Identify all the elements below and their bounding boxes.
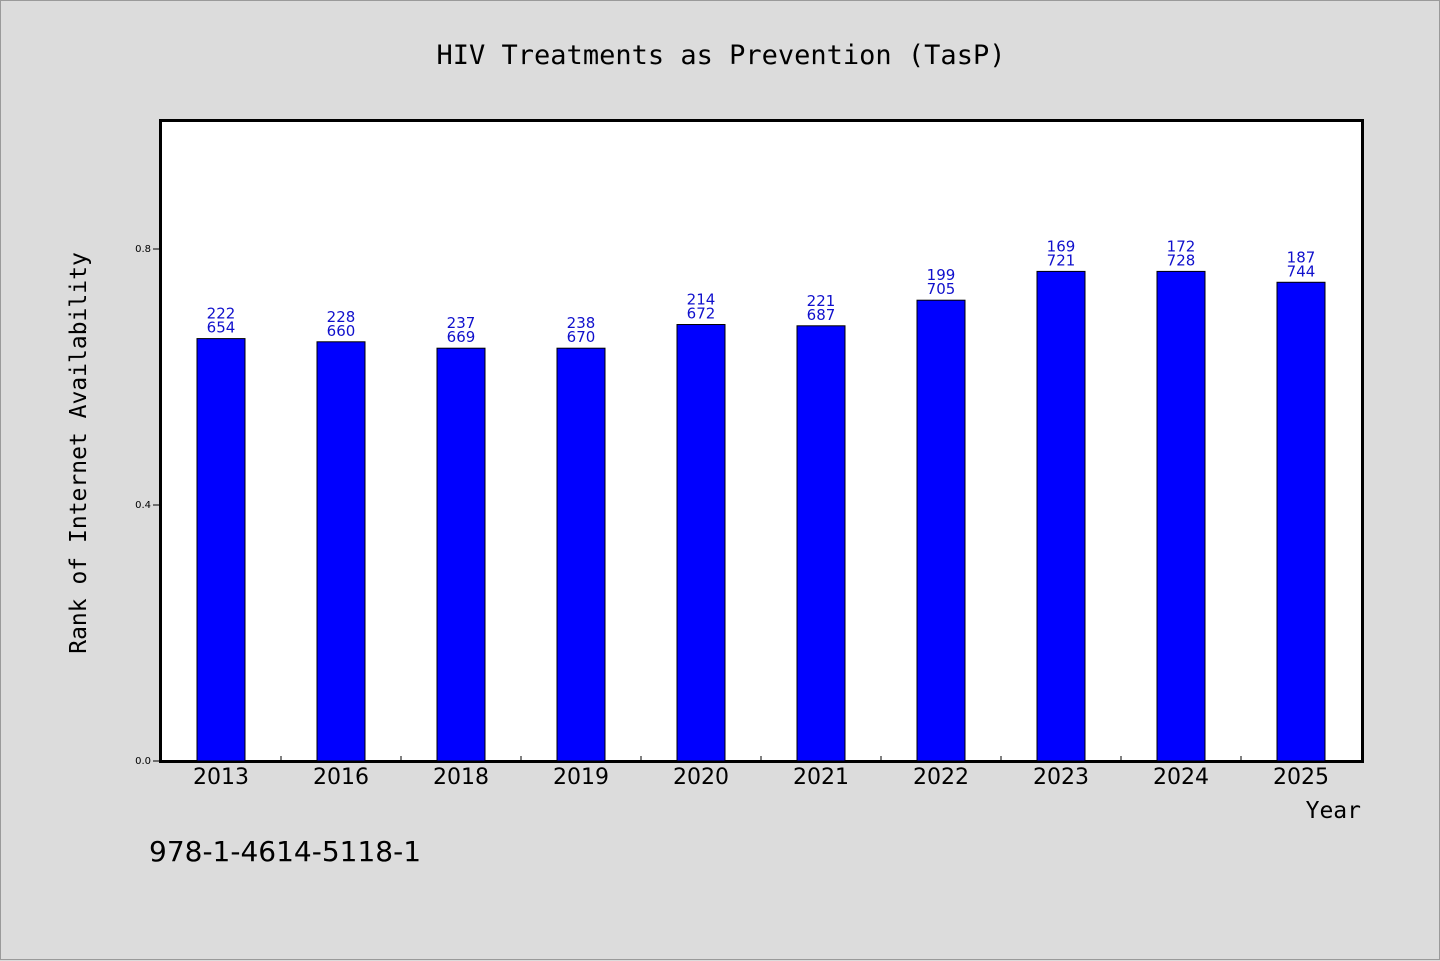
y-tick-label: 0.8 <box>135 244 151 255</box>
x-tick-label-2016: 2016 <box>313 765 369 790</box>
y-tick-label: 0.0 <box>135 756 151 767</box>
isbn-footnote: 978-1-4614-5118-1 <box>149 835 422 868</box>
data-label-top-2020: 214 <box>687 291 716 309</box>
data-label-bottom-2020: 672 <box>687 305 716 323</box>
bar-2020 <box>676 324 726 762</box>
data-label-top-2025: 187 <box>1287 248 1316 266</box>
bar-2024 <box>1156 270 1206 762</box>
bar-2018 <box>436 347 486 762</box>
bar-2022 <box>916 299 966 762</box>
data-label-top-2018: 237 <box>447 314 476 332</box>
data-label-bottom-2021: 687 <box>807 306 836 324</box>
data-label-top-2024: 172 <box>1167 237 1196 255</box>
data-label-bottom-2022: 705 <box>927 280 956 298</box>
data-label-bottom-2023: 721 <box>1047 251 1076 269</box>
y-axis-label: Rank of Internet Availability <box>66 252 92 654</box>
data-label-top-2023: 169 <box>1047 237 1076 255</box>
x-axis-ticks: 2013 2016 2018 2019 2020 2021 2022 2023 2024 2025 <box>193 756 1329 790</box>
bars-layer <box>196 270 1326 762</box>
y-tick-label: 0.4 <box>135 500 151 511</box>
bar-2021 <box>796 325 846 762</box>
x-axis-label: Year <box>1306 798 1361 824</box>
bar-2019 <box>556 347 606 762</box>
x-tick-label-2020: 2020 <box>673 765 729 790</box>
data-label-top-2021: 221 <box>807 292 836 310</box>
bar-2016 <box>316 341 366 762</box>
x-tick-label-2013: 2013 <box>193 765 249 790</box>
data-label-bottom-2024: 728 <box>1167 251 1196 269</box>
x-tick-label-2021: 2021 <box>793 765 849 790</box>
x-tick-label-2018: 2018 <box>433 765 489 790</box>
x-tick-label-2023: 2023 <box>1033 765 1089 790</box>
x-tick-label-2024: 2024 <box>1153 765 1209 790</box>
data-label-bottom-2019: 670 <box>567 328 596 346</box>
data-label-bottom-2016: 660 <box>327 322 356 340</box>
data-label-top-2019: 238 <box>567 314 596 332</box>
x-tick-label-2022: 2022 <box>913 765 969 790</box>
data-label-bottom-2013: 654 <box>207 319 236 337</box>
data-label-top-2013: 222 <box>207 305 236 323</box>
bar-2013 <box>196 338 246 762</box>
bar-2023 <box>1036 270 1086 762</box>
y-axis-ticks: 0.0 0.4 0.8 <box>135 244 161 767</box>
data-label-bottom-2018: 669 <box>447 328 476 346</box>
data-label-top-2022: 199 <box>927 266 956 284</box>
x-tick-label-2019: 2019 <box>553 765 609 790</box>
x-tick-label-2025: 2025 <box>1273 765 1329 790</box>
data-label-bottom-2025: 744 <box>1287 262 1316 280</box>
chart-title: HIV Treatments as Prevention (TasP) <box>437 40 1006 71</box>
data-label-top-2016: 228 <box>327 308 356 326</box>
bar-2025 <box>1276 281 1326 762</box>
